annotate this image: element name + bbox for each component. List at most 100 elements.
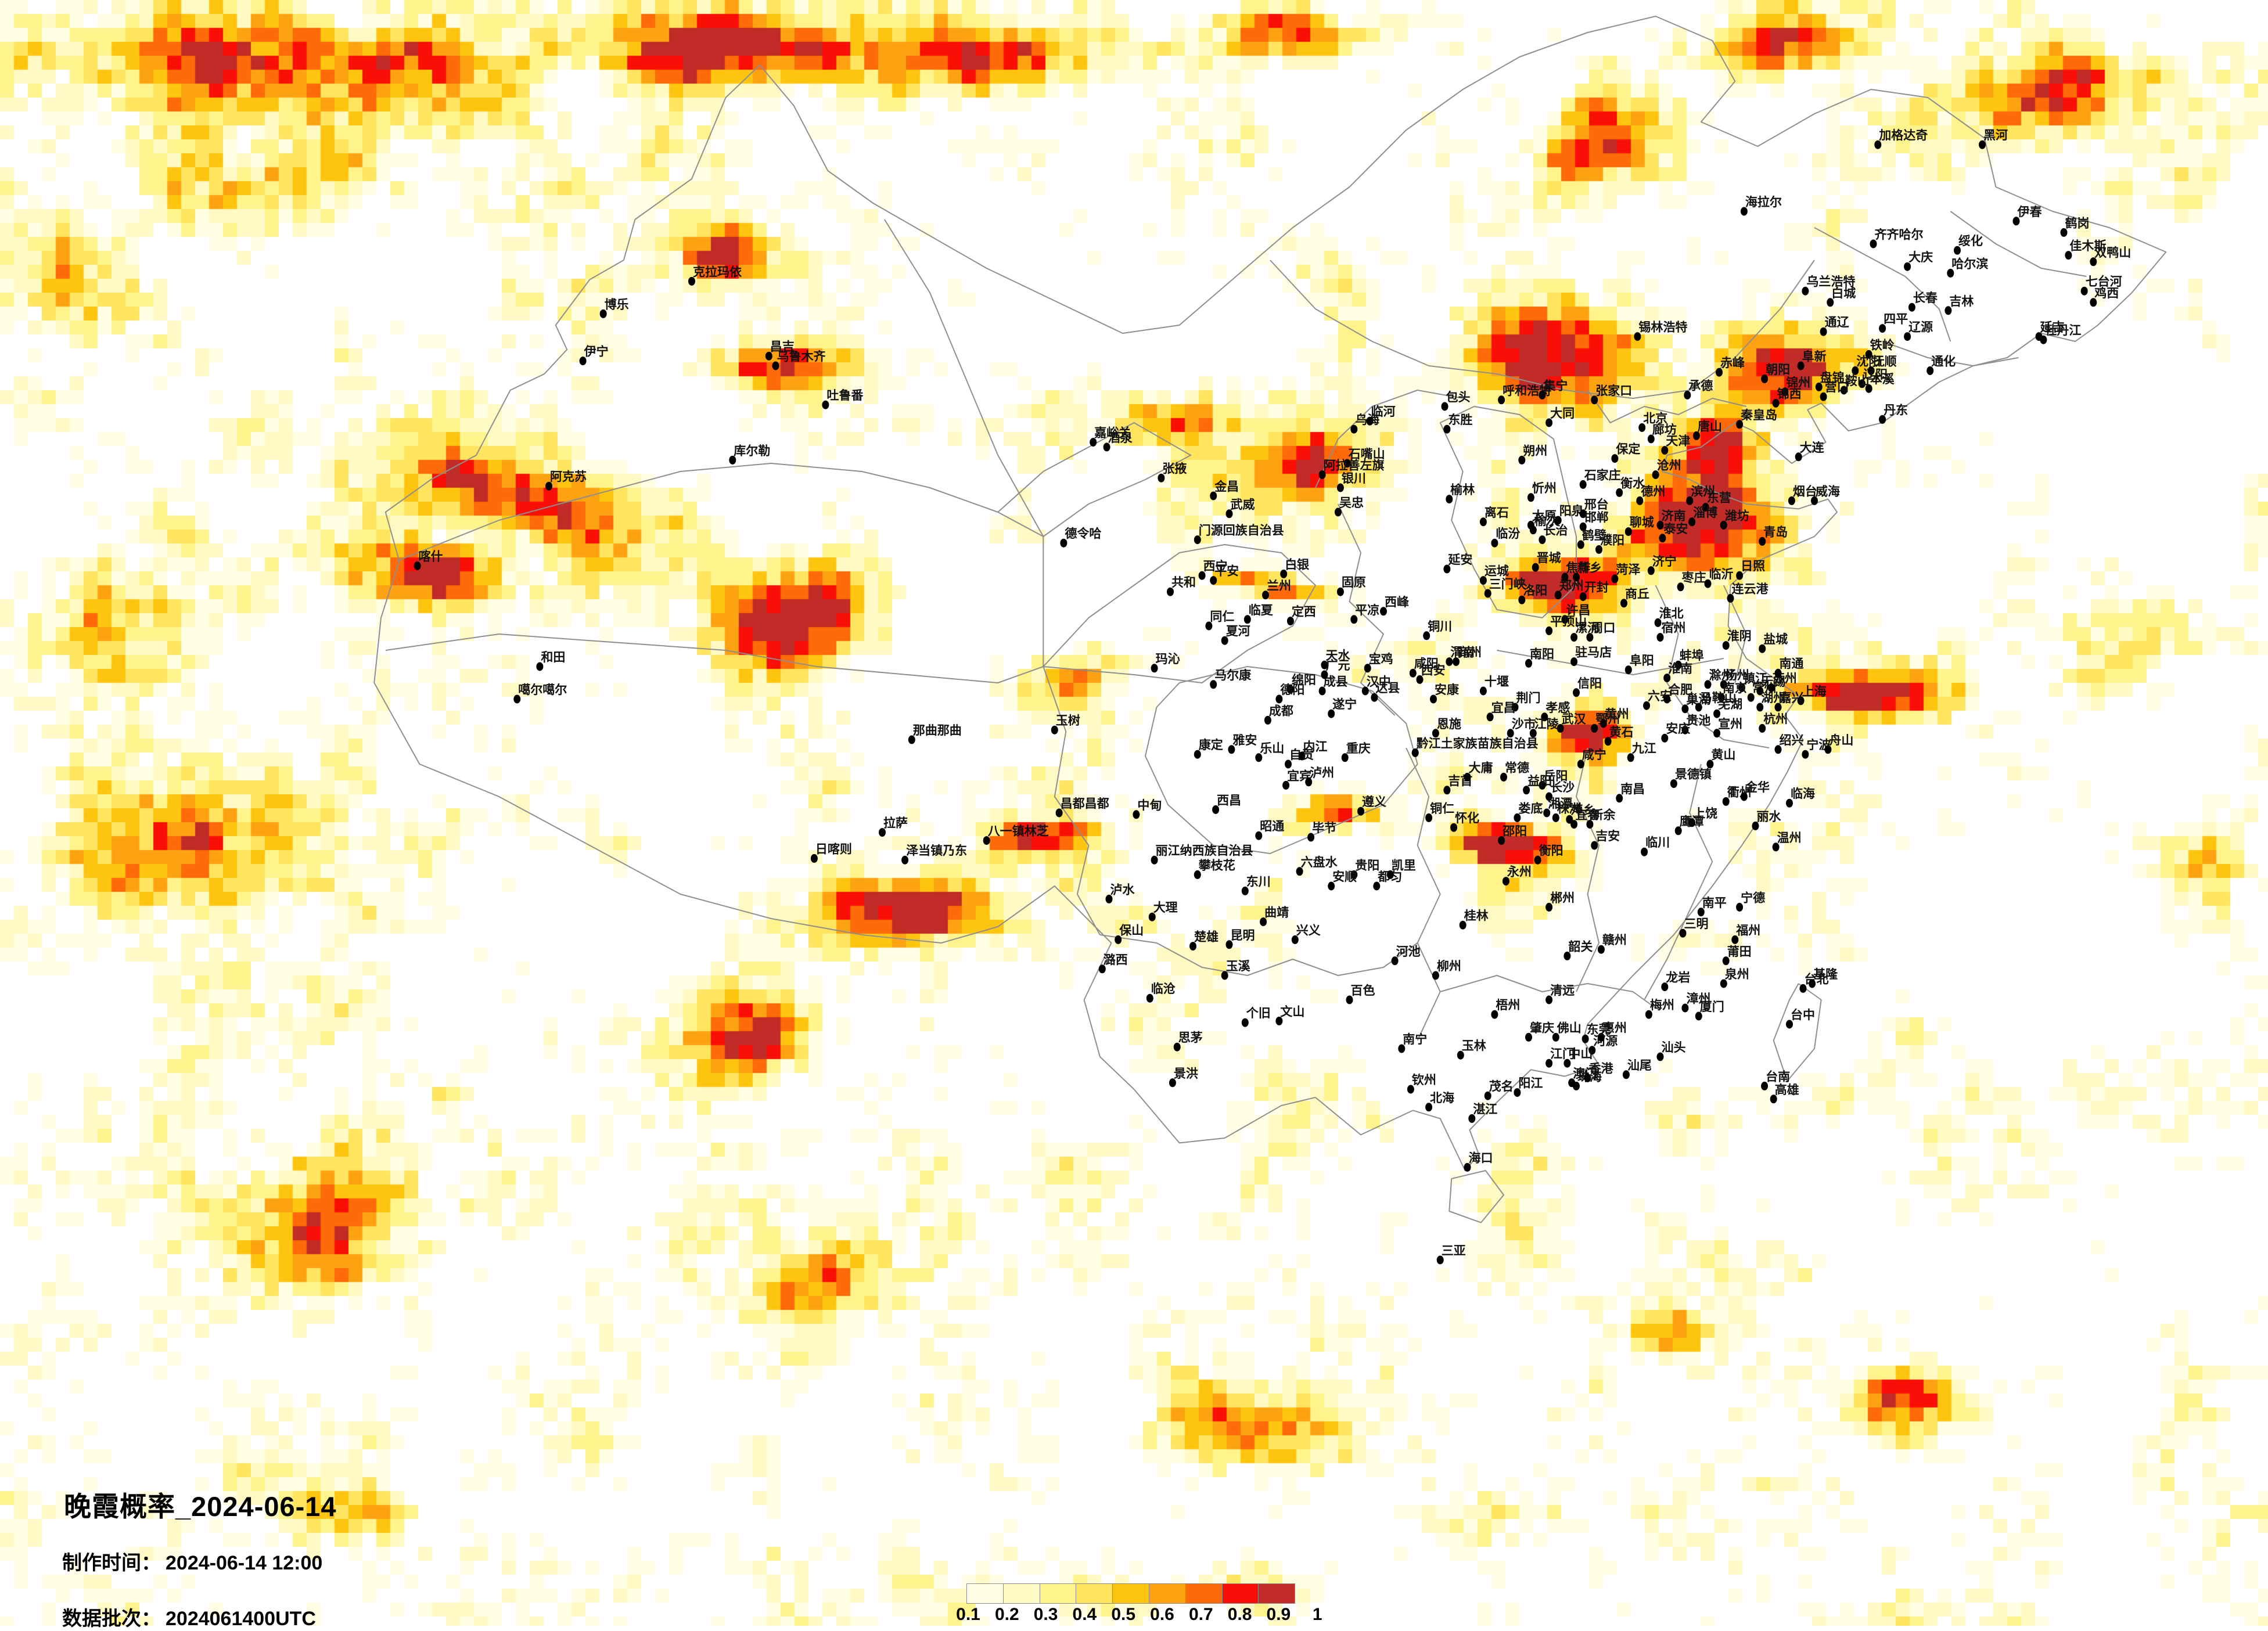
city-dot [1398, 1044, 1406, 1053]
city-dot [1554, 591, 1562, 600]
city-dot [1706, 759, 1714, 769]
city-dot [1545, 792, 1553, 801]
city-label: 秦皇岛 [1740, 408, 1777, 422]
city-marker: 赣州 [1597, 933, 1627, 954]
city-dot [1151, 664, 1158, 673]
city-label: 龙岩 [1666, 971, 1690, 985]
city-dot [1298, 751, 1306, 761]
legend-swatch [1112, 1583, 1149, 1604]
city-marker: 锦西 [1772, 387, 1802, 408]
city-marker: 马鞍山 [1695, 691, 1737, 712]
city-label: 西昌 [1217, 794, 1241, 807]
city-dot [1498, 395, 1505, 405]
city-label: 开封 [1584, 581, 1609, 595]
city-dot [1532, 563, 1539, 572]
city-dot [1827, 298, 1834, 307]
city-marker: 遵义 [1357, 795, 1386, 816]
city-marker: 邵阳 [1498, 825, 1527, 845]
city-marker: 赤峰 [1716, 356, 1745, 377]
city-marker: 漳州 [1681, 992, 1710, 1013]
city-dot [1802, 286, 1809, 296]
city-marker: 天津 [1661, 435, 1690, 455]
city-marker: 凯里 [1386, 859, 1416, 879]
city-dot [1210, 576, 1217, 585]
city-dot [1595, 545, 1602, 554]
city-dot [2035, 332, 2043, 341]
province-border-line [1270, 260, 1815, 399]
city-marker: 菏泽 [1611, 563, 1640, 584]
city-dot [1870, 239, 1877, 249]
city-marker: 周口 [1586, 622, 1615, 642]
city-label: 娄底 [1518, 801, 1543, 815]
city-dot [1670, 779, 1677, 789]
city-label: 杭州 [1763, 712, 1788, 726]
city-dot [1318, 470, 1326, 480]
city-label: 海口 [1469, 1151, 1493, 1165]
city-dot [1221, 636, 1228, 645]
city-dot [1275, 1016, 1283, 1025]
city-dot [1525, 658, 1532, 668]
city-label: 安康 [1435, 683, 1460, 697]
city-dot [1151, 855, 1158, 865]
city-marker: 中山 [1563, 1047, 1593, 1068]
city-marker: 榆林 [1446, 483, 1475, 504]
city-marker: 辽源 [1904, 321, 1933, 341]
city-label: 保山 [1119, 924, 1144, 937]
city-dot [1432, 729, 1439, 738]
city-dot [1407, 1085, 1414, 1094]
city-dot [1695, 1011, 1702, 1021]
city-dot [1055, 808, 1063, 818]
city-label: 赤峰 [1720, 356, 1745, 370]
city-marker: 东川 [1241, 874, 1271, 895]
city-dot [1228, 745, 1235, 754]
city-dot [2090, 298, 2097, 307]
city-label: 信阳 [1577, 676, 1602, 690]
city-label: 潍坊 [1725, 509, 1749, 523]
province-border-line [1814, 227, 1951, 342]
city-marker: 东莞 [1582, 1022, 1611, 1043]
city-marker: 定西 [1286, 605, 1316, 626]
city-dot [1484, 1091, 1491, 1100]
city-label: 酒泉 [1108, 431, 1133, 445]
city-marker: 张家口 [1591, 384, 1632, 405]
city-dot [1756, 703, 1764, 712]
province-border-line [997, 422, 1192, 537]
city-dot [1514, 813, 1521, 822]
city-marker: 安康 [1430, 683, 1460, 704]
city-dot [1740, 792, 1748, 801]
city-label: 四平 [1884, 313, 1908, 326]
city-dot [1702, 503, 1709, 512]
city-dot [1334, 507, 1342, 517]
city-marker: 湛江 [1468, 1103, 1497, 1123]
city-label: 昌都昌都 [1061, 797, 1109, 811]
city-label: 东川 [1246, 874, 1271, 888]
city-dot [1464, 772, 1471, 782]
city-label: 重庆 [1346, 741, 1371, 755]
city-dot [1634, 332, 1641, 341]
city-marker: 临夏 [1243, 603, 1274, 624]
city-dot [1328, 709, 1335, 718]
city-marker: 绵阳 [1286, 673, 1316, 694]
city-marker: 鸡西 [2090, 286, 2119, 307]
city-dot [1518, 455, 1526, 465]
city-label: 齐齐哈尔 [1875, 228, 1924, 242]
city-dot [1105, 894, 1113, 903]
city-marker: 克拉玛依 [688, 265, 742, 286]
city-label: 周口 [1591, 622, 1615, 635]
city-label: 离石 [1485, 506, 1509, 520]
city-marker: 嘉兴 [1774, 692, 1804, 712]
city-marker: 益阳 [1523, 774, 1552, 795]
city-label: 三明 [1684, 917, 1709, 931]
city-dot [1688, 517, 1696, 527]
city-dot [1305, 777, 1313, 787]
city-marker: 河池 [1391, 945, 1421, 966]
city-label: 南通 [1780, 657, 1804, 671]
city-label: 成都 [1269, 704, 1293, 718]
city-marker: 齐齐哈尔 [1870, 228, 1924, 249]
city-label: 驻马店 [1575, 646, 1612, 660]
city-marker: 郴州 [1545, 891, 1575, 912]
city-dot [1194, 535, 1201, 545]
city-label: 衡阳 [1539, 844, 1563, 858]
city-dot [1570, 633, 1578, 642]
city-dot [810, 854, 818, 863]
